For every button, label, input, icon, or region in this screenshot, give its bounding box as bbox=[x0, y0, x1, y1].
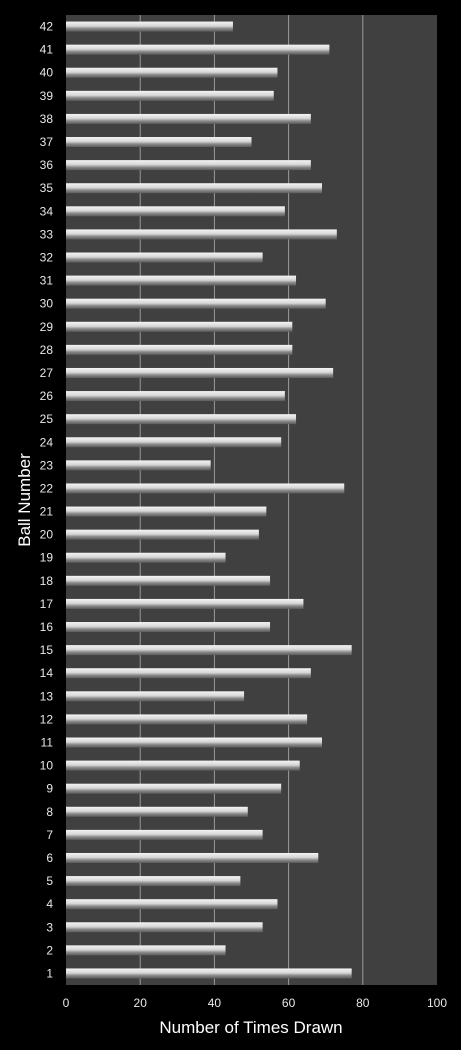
y-tick-label: 20 bbox=[40, 528, 54, 542]
y-tick-label: 14 bbox=[40, 666, 54, 680]
x-axis-title: Number of Times Drawn bbox=[159, 1018, 342, 1037]
y-tick-label: 1 bbox=[46, 966, 53, 980]
y-tick-label: 5 bbox=[46, 874, 53, 888]
y-tick-label: 35 bbox=[40, 181, 54, 195]
y-tick-label: 40 bbox=[40, 66, 54, 80]
bar-3 bbox=[66, 922, 263, 933]
y-tick-label: 15 bbox=[40, 643, 54, 657]
y-tick-label: 11 bbox=[41, 736, 54, 750]
bar-37 bbox=[66, 137, 252, 148]
bar-9 bbox=[66, 783, 282, 794]
y-tick-label: 32 bbox=[40, 251, 54, 265]
bar-2 bbox=[66, 945, 226, 956]
bar-7 bbox=[66, 829, 263, 840]
y-tick-label: 27 bbox=[40, 366, 54, 380]
bar-33 bbox=[66, 229, 337, 240]
bar-28 bbox=[66, 344, 293, 355]
y-tick-label: 10 bbox=[40, 759, 54, 773]
bar-10 bbox=[66, 760, 300, 771]
y-tick-label: 24 bbox=[40, 435, 54, 449]
y-tick-label: 25 bbox=[40, 412, 54, 426]
plot-area bbox=[66, 15, 437, 985]
bar-4 bbox=[66, 899, 278, 910]
x-tick-label: 0 bbox=[63, 996, 70, 1010]
bar-12 bbox=[66, 714, 308, 725]
bar-5 bbox=[66, 876, 241, 887]
y-tick-label: 26 bbox=[40, 389, 54, 403]
bar-1 bbox=[66, 968, 352, 979]
y-tick-label: 4 bbox=[46, 897, 53, 911]
y-tick-label: 17 bbox=[40, 597, 54, 611]
x-tick-label: 60 bbox=[282, 996, 296, 1010]
bar-8 bbox=[66, 806, 248, 817]
x-tick-label: 40 bbox=[208, 996, 222, 1010]
y-tick-label: 8 bbox=[46, 805, 53, 819]
bar-32 bbox=[66, 252, 263, 263]
bar-27 bbox=[66, 367, 334, 378]
y-tick-label: 18 bbox=[40, 574, 54, 588]
bar-14 bbox=[66, 668, 311, 679]
y-tick-label: 30 bbox=[40, 297, 54, 311]
bar-15 bbox=[66, 645, 352, 656]
x-tick-label: 100 bbox=[427, 996, 447, 1010]
x-tick-labels: 0 20 40 60 80 100 bbox=[63, 996, 448, 1010]
y-tick-label: 37 bbox=[40, 135, 54, 149]
x-tick-label: 80 bbox=[356, 996, 370, 1010]
y-tick-label: 7 bbox=[46, 828, 53, 842]
bar-39 bbox=[66, 90, 274, 101]
x-tick-label: 20 bbox=[134, 996, 148, 1010]
bar-23 bbox=[66, 460, 211, 471]
bar-19 bbox=[66, 552, 226, 563]
y-tick-label: 28 bbox=[40, 343, 54, 357]
bar-35 bbox=[66, 183, 322, 194]
y-tick-label: 38 bbox=[40, 112, 54, 126]
bar-36 bbox=[66, 160, 311, 171]
y-tick-label: 36 bbox=[40, 158, 54, 172]
bar-25 bbox=[66, 414, 297, 425]
y-tick-label: 23 bbox=[40, 458, 54, 472]
bar-42 bbox=[66, 21, 233, 32]
bar-38 bbox=[66, 113, 311, 124]
bar-16 bbox=[66, 622, 271, 633]
y-tick-label: 22 bbox=[40, 481, 54, 495]
bar-22 bbox=[66, 483, 345, 494]
bar-40 bbox=[66, 67, 278, 78]
y-tick-label: 31 bbox=[40, 274, 54, 288]
y-tick-labels: 1234567891011121314151617181920212223242… bbox=[40, 20, 54, 981]
bar-24 bbox=[66, 437, 282, 448]
y-axis-title: Ball Number bbox=[15, 453, 34, 547]
bar-21 bbox=[66, 506, 267, 517]
y-tick-label: 33 bbox=[40, 227, 54, 241]
y-tick-label: 6 bbox=[46, 851, 53, 865]
bar-20 bbox=[66, 529, 259, 540]
bar-41 bbox=[66, 44, 330, 55]
bar-29 bbox=[66, 321, 293, 332]
y-tick-label: 41 bbox=[40, 43, 54, 57]
y-tick-label: 29 bbox=[40, 320, 54, 334]
y-tick-label: 21 bbox=[40, 505, 54, 519]
y-tick-label: 16 bbox=[40, 620, 54, 634]
bars bbox=[66, 21, 352, 979]
bar-11 bbox=[66, 737, 322, 748]
bar-31 bbox=[66, 275, 297, 286]
bar-17 bbox=[66, 598, 304, 609]
bar-18 bbox=[66, 575, 271, 586]
y-tick-label: 13 bbox=[40, 689, 54, 703]
gridlines bbox=[139, 15, 364, 985]
y-tick-label: 3 bbox=[46, 920, 53, 934]
y-tick-label: 39 bbox=[40, 89, 54, 103]
y-tick-label: 9 bbox=[46, 782, 53, 796]
y-tick-label: 12 bbox=[40, 712, 54, 726]
bar-26 bbox=[66, 391, 285, 402]
bar-13 bbox=[66, 691, 245, 702]
bar-30 bbox=[66, 298, 326, 309]
y-tick-label: 19 bbox=[40, 551, 54, 565]
bar-6 bbox=[66, 852, 319, 863]
y-tick-label: 34 bbox=[40, 204, 54, 218]
y-tick-label: 42 bbox=[40, 20, 54, 34]
bar-34 bbox=[66, 206, 285, 217]
y-tick-label: 2 bbox=[46, 943, 53, 957]
